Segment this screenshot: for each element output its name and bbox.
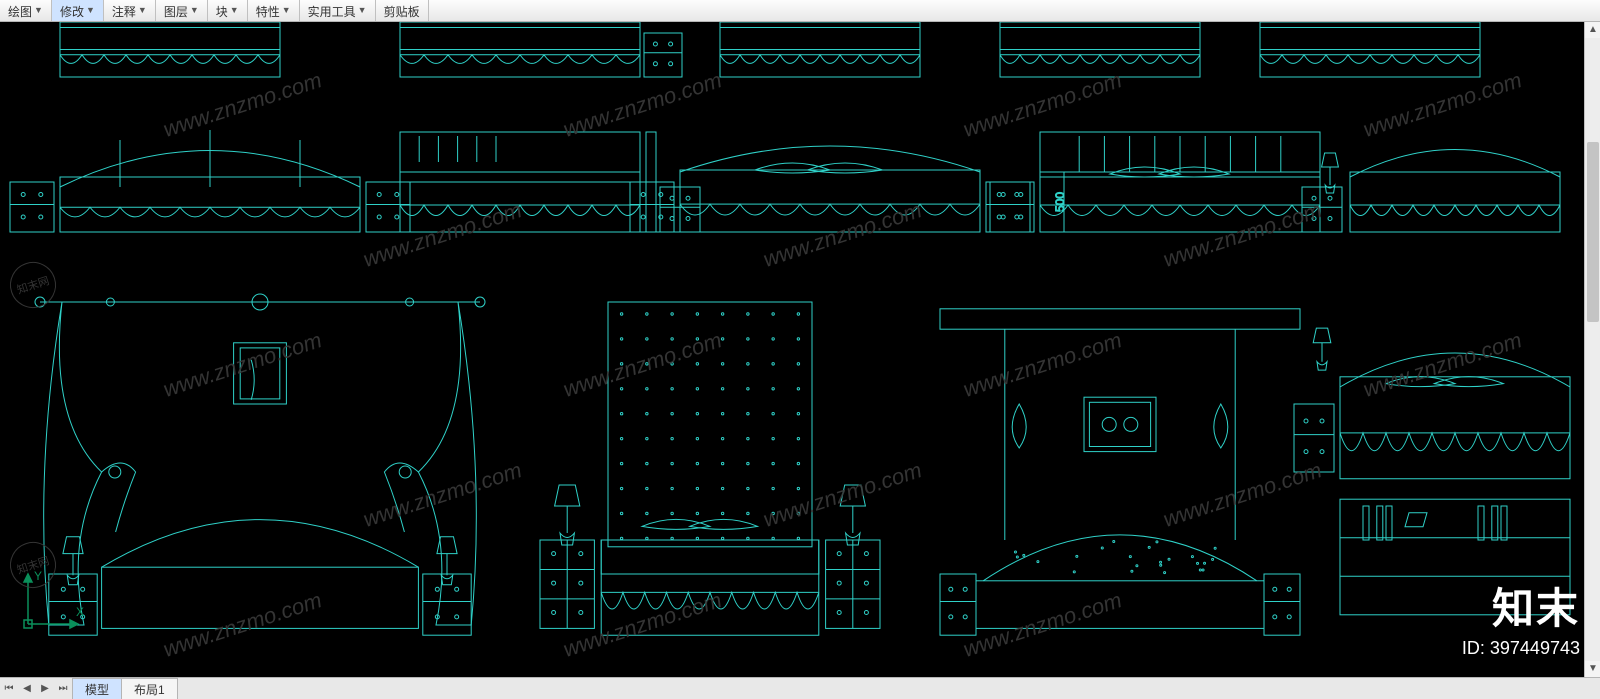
vertical-scrollbar[interactable]: ▲ ▼ — [1584, 22, 1600, 677]
brand-id: ID: 397449743 — [1462, 638, 1580, 659]
cad-menubar: 绘图▼ 修改▼ 注释▼ 图层▼ 块▼ 特性▼ 实用工具▼ 剪贴板 — [0, 0, 1600, 22]
cad-linework: 500 — [0, 22, 1584, 677]
tab-nav-prev[interactable]: ◀ — [18, 680, 36, 698]
chevron-down-icon: ▼ — [282, 5, 291, 15]
model-space-canvas[interactable]: 500 X Y www.znzmo.comwww.znzmo.comwww.zn… — [0, 22, 1600, 677]
menu-properties[interactable]: 特性▼ — [248, 0, 300, 21]
chevron-down-icon: ▼ — [86, 5, 95, 15]
chevron-down-icon: ▼ — [138, 5, 147, 15]
chevron-down-icon: ▼ — [358, 5, 367, 15]
menu-annotate[interactable]: 注释▼ — [104, 0, 156, 21]
brand-watermark: 知末 ID: 397449743 — [1462, 575, 1580, 659]
tab-nav-first[interactable]: ⏮ — [0, 680, 18, 698]
svg-text:500: 500 — [1053, 192, 1067, 212]
menu-modify[interactable]: 修改▼ — [52, 0, 104, 21]
layout-tabstrip: ⏮ ◀ ▶ ⏭ 模型 布局1 — [0, 677, 1600, 699]
tab-layout1[interactable]: 布局1 — [121, 678, 178, 699]
scroll-up-arrow[interactable]: ▲ — [1585, 22, 1600, 38]
tab-nav-last[interactable]: ⏭ — [54, 680, 72, 698]
menu-draw[interactable]: 绘图▼ — [0, 0, 52, 21]
tab-nav-next[interactable]: ▶ — [36, 680, 54, 698]
tab-model[interactable]: 模型 — [72, 678, 122, 699]
chevron-down-icon: ▼ — [190, 5, 199, 15]
menu-utilities[interactable]: 实用工具▼ — [300, 0, 376, 21]
scroll-down-arrow[interactable]: ▼ — [1585, 661, 1600, 677]
menu-clipboard[interactable]: 剪贴板 — [376, 0, 429, 21]
scrollbar-thumb[interactable] — [1587, 142, 1599, 322]
menu-block[interactable]: 块▼ — [208, 0, 248, 21]
menu-layers[interactable]: 图层▼ — [156, 0, 208, 21]
brand-name: 知末 — [1462, 575, 1580, 636]
chevron-down-icon: ▼ — [34, 5, 43, 15]
chevron-down-icon: ▼ — [230, 5, 239, 15]
